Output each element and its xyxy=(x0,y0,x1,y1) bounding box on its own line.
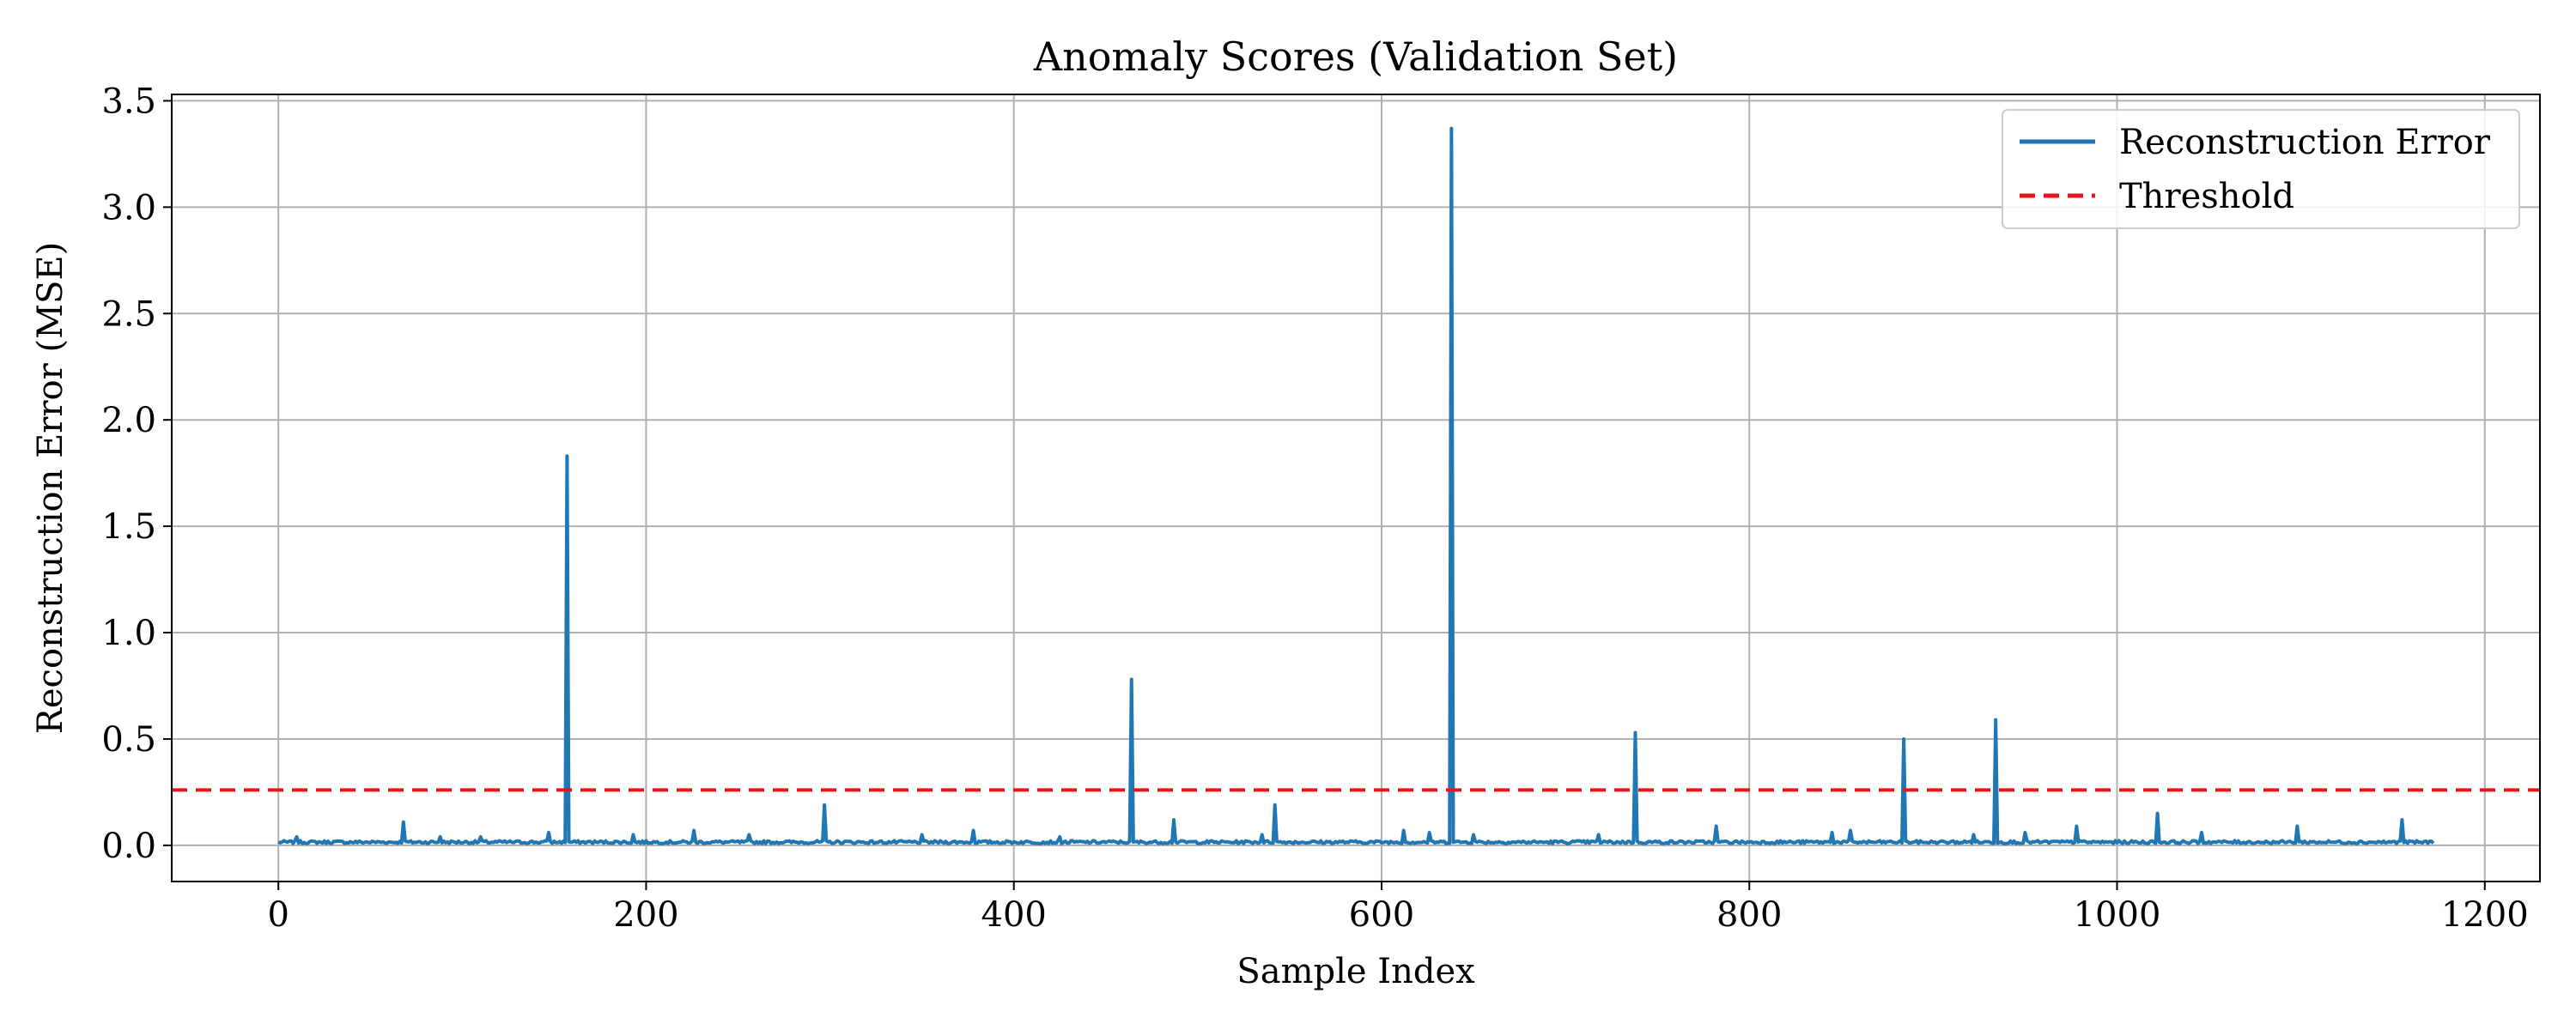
x-tick-label: 800 xyxy=(1716,895,1782,935)
x-tick-label: 1200 xyxy=(2441,895,2529,935)
legend-label-reconstruction-error: Reconstruction Error xyxy=(2119,123,2491,162)
x-axis-label: Sample Index xyxy=(1236,952,1475,991)
y-tick-label: 2.0 xyxy=(101,401,156,440)
legend-label-threshold: Threshold xyxy=(2119,177,2294,216)
x-axis-ticks: 0 200 400 600 800 1000 1200 xyxy=(267,882,2529,935)
y-tick-label: 0.0 xyxy=(101,827,156,866)
x-tick-label: 600 xyxy=(1349,895,1414,935)
reconstruction-error-line xyxy=(277,126,2435,845)
x-tick-label: 400 xyxy=(981,895,1047,935)
y-tick-label: 0.5 xyxy=(101,720,156,760)
legend-box xyxy=(2002,109,2520,229)
x-tick-label: 200 xyxy=(613,895,678,935)
plot-frame xyxy=(171,94,2541,882)
x-tick-label: 0 xyxy=(267,895,289,935)
legend: Reconstruction Error Threshold xyxy=(2002,109,2520,229)
y-tick-label: 2.5 xyxy=(101,294,156,334)
y-tick-label: 3.0 xyxy=(101,188,156,227)
y-tick-label: 1.5 xyxy=(101,507,156,547)
y-axis-label: Reconstruction Error (MSE) xyxy=(31,242,70,734)
y-tick-label: 1.0 xyxy=(101,614,156,653)
y-axis-ticks: 0.0 0.5 1.0 1.5 2.0 2.5 3.0 3.5 xyxy=(101,82,172,866)
chart-title: Anomaly Scores (Validation Set) xyxy=(1033,33,1678,80)
series-layer xyxy=(172,126,2540,845)
x-tick-label: 1000 xyxy=(2074,895,2161,935)
y-tick-label: 3.5 xyxy=(101,82,156,121)
